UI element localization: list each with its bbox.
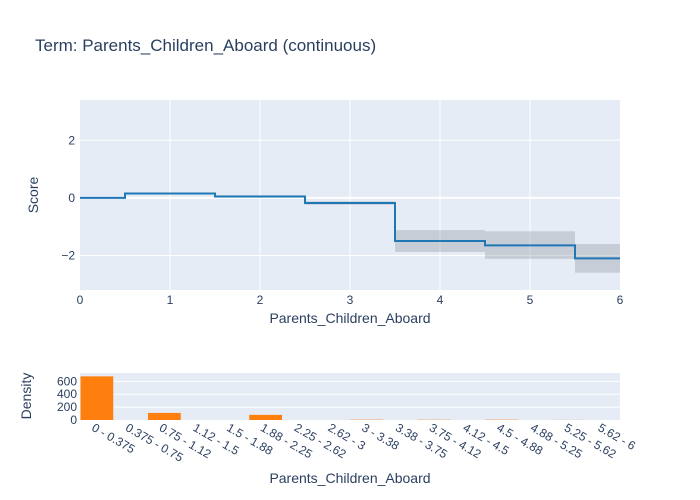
main-x-tick-label: 3 [347, 293, 354, 307]
density-gridlines [80, 380, 620, 408]
density-bar [148, 412, 181, 420]
density-x-tick-label: 3 - 3.38 [359, 420, 402, 453]
main-x-axis-title: Parents_Children_Aboard [269, 310, 430, 326]
main-x-ticks: 0 1 2 3 4 5 6 [77, 293, 624, 307]
main-gridlines [80, 100, 620, 290]
density-bar [80, 376, 114, 420]
main-x-tick-label: 5 [527, 293, 534, 307]
main-x-tick-label: 0 [77, 293, 84, 307]
density-y-tick-label: 600 [57, 374, 77, 388]
chart-title: Term: Parents_Children_Aboard (continuou… [35, 36, 376, 55]
density-y-tick-label: 200 [57, 400, 77, 414]
main-x-tick-label: 4 [437, 293, 444, 307]
density-y-axis-title: Density [18, 373, 34, 420]
main-plot: 0 1 2 3 4 5 6 2 0 −2 [61, 100, 624, 307]
density-y-tick-label: 0 [70, 413, 77, 427]
main-y-axis-title: Score [25, 177, 41, 214]
score-step-line [80, 192, 620, 260]
main-y-ticks: 2 0 −2 [61, 133, 75, 262]
main-y-tick-label: 2 [68, 133, 75, 147]
main-x-tick-label: 6 [617, 293, 624, 307]
density-y-tick-label: 400 [57, 387, 77, 401]
main-x-tick-label: 1 [167, 293, 174, 307]
density-x-axis-title: Parents_Children_Aboard [269, 470, 430, 486]
main-y-tick-label: −2 [61, 248, 75, 262]
main-y-tick-label: 0 [68, 191, 75, 205]
density-bars [80, 376, 586, 420]
main-x-tick-label: 2 [257, 293, 264, 307]
density-bar [249, 414, 282, 420]
density-plot-background [80, 373, 620, 420]
